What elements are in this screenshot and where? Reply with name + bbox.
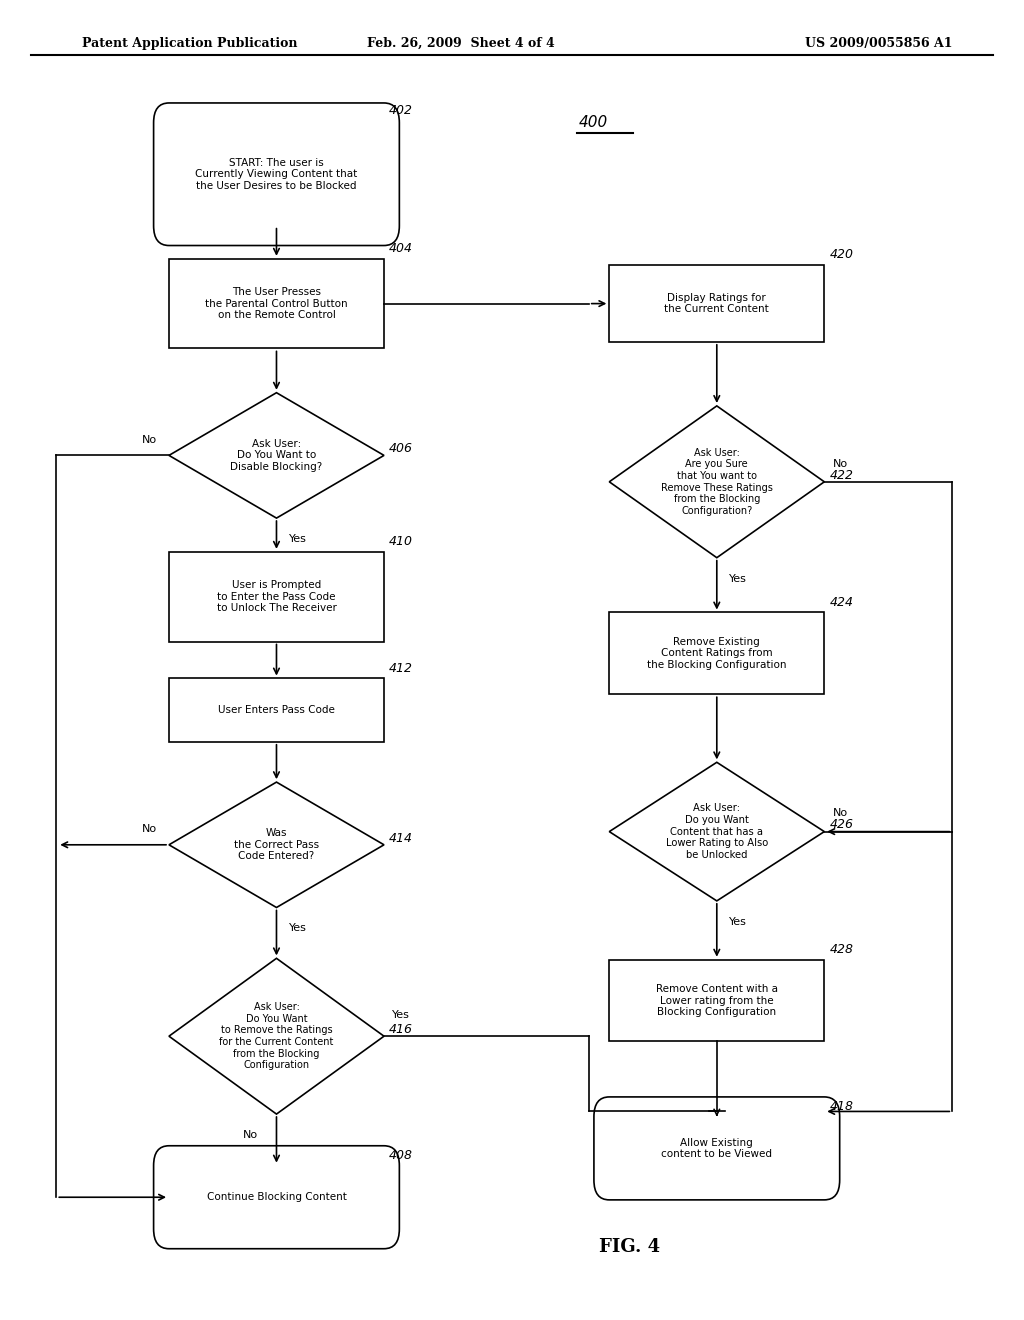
Text: 400: 400: [579, 115, 608, 131]
Bar: [169, 552, 384, 642]
Text: 426: 426: [829, 818, 853, 832]
Text: FIG. 4: FIG. 4: [599, 1238, 660, 1257]
Text: Ask User:
Are you Sure
that You want to
Remove These Ratings
from the Blocking
C: Ask User: Are you Sure that You want to …: [660, 447, 773, 516]
Text: No: No: [833, 458, 848, 469]
Text: 422: 422: [829, 469, 853, 482]
Text: Yes: Yes: [289, 533, 306, 544]
Text: 418: 418: [829, 1100, 853, 1113]
Text: No: No: [833, 808, 848, 818]
Text: Patent Application Publication: Patent Application Publication: [82, 37, 297, 50]
Bar: [609, 265, 824, 342]
Text: Yes: Yes: [392, 1010, 410, 1020]
Text: Continue Blocking Content: Continue Blocking Content: [207, 1192, 346, 1203]
Text: Ask User:
Do you Want
Content that has a
Lower Rating to Also
be Unlocked: Ask User: Do you Want Content that has a…: [666, 804, 768, 859]
Polygon shape: [609, 407, 824, 557]
Polygon shape: [169, 393, 384, 517]
Text: US 2009/0055856 A1: US 2009/0055856 A1: [805, 37, 952, 50]
Text: 416: 416: [389, 1023, 413, 1036]
FancyBboxPatch shape: [154, 1146, 399, 1249]
Text: 428: 428: [829, 942, 853, 956]
Text: No: No: [141, 434, 157, 445]
Bar: [169, 259, 384, 348]
Text: No: No: [141, 824, 157, 834]
Text: No: No: [244, 1130, 258, 1140]
Text: 414: 414: [389, 832, 413, 845]
Text: START: The user is
Currently Viewing Content that
the User Desires to be Blocked: START: The user is Currently Viewing Con…: [196, 157, 357, 191]
Text: Feb. 26, 2009  Sheet 4 of 4: Feb. 26, 2009 Sheet 4 of 4: [367, 37, 555, 50]
Text: 420: 420: [829, 248, 853, 261]
Text: Allow Existing
content to be Viewed: Allow Existing content to be Viewed: [662, 1138, 772, 1159]
Bar: [609, 960, 824, 1041]
Text: 410: 410: [389, 535, 413, 548]
Text: Yes: Yes: [729, 573, 746, 583]
Text: Remove Existing
Content Ratings from
the Blocking Configuration: Remove Existing Content Ratings from the…: [647, 636, 786, 671]
Bar: [609, 612, 824, 694]
Text: Yes: Yes: [729, 916, 746, 927]
Text: 402: 402: [389, 104, 413, 117]
Text: User is Prompted
to Enter the Pass Code
to Unlock The Receiver: User is Prompted to Enter the Pass Code …: [216, 579, 337, 614]
Polygon shape: [609, 763, 824, 900]
Text: 406: 406: [389, 442, 413, 455]
Text: Was
the Correct Pass
Code Entered?: Was the Correct Pass Code Entered?: [233, 828, 319, 862]
Bar: [169, 678, 384, 742]
Text: Remove Content with a
Lower rating from the
Blocking Configuration: Remove Content with a Lower rating from …: [655, 983, 778, 1018]
Text: Yes: Yes: [289, 924, 306, 933]
Text: 412: 412: [389, 661, 413, 675]
Polygon shape: [169, 958, 384, 1114]
Text: 404: 404: [389, 242, 413, 255]
Text: 424: 424: [829, 595, 853, 609]
Polygon shape: [169, 781, 384, 908]
Text: Display Ratings for
the Current Content: Display Ratings for the Current Content: [665, 293, 769, 314]
Text: 408: 408: [389, 1148, 413, 1162]
FancyBboxPatch shape: [594, 1097, 840, 1200]
Text: Ask User:
Do You Want
to Remove the Ratings
for the Current Content
from the Blo: Ask User: Do You Want to Remove the Rati…: [219, 1002, 334, 1071]
FancyBboxPatch shape: [154, 103, 399, 246]
Text: User Enters Pass Code: User Enters Pass Code: [218, 705, 335, 715]
Text: Ask User:
Do You Want to
Disable Blocking?: Ask User: Do You Want to Disable Blockin…: [230, 438, 323, 473]
Text: The User Presses
the Parental Control Button
on the Remote Control: The User Presses the Parental Control Bu…: [205, 286, 348, 321]
